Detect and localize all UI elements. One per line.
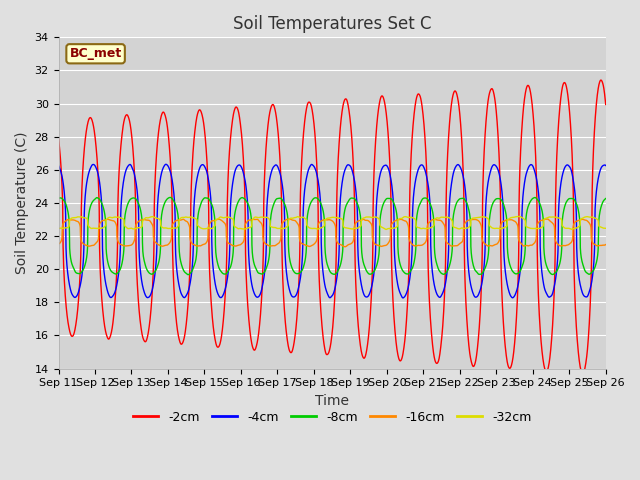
-32cm (532, 226, 540, 231)
-2cm (602, 102, 609, 108)
-16cm (117, 242, 125, 248)
-16cm (150, 234, 157, 240)
-2cm (532, 162, 540, 168)
-4cm (399, 295, 407, 301)
Line: -16cm: -16cm (58, 219, 605, 247)
-8cm (289, 266, 296, 272)
-4cm (162, 161, 170, 167)
-2cm (579, 371, 586, 377)
Line: -32cm: -32cm (58, 216, 605, 229)
-32cm (591, 216, 599, 221)
-16cm (264, 242, 272, 248)
-32cm (150, 214, 157, 220)
-32cm (54, 226, 62, 231)
-2cm (591, 117, 599, 123)
-4cm (591, 202, 599, 208)
-16cm (543, 216, 551, 222)
Line: -4cm: -4cm (58, 164, 605, 298)
-4cm (265, 184, 273, 190)
-4cm (532, 175, 540, 181)
-2cm (150, 265, 157, 271)
-16cm (54, 241, 62, 247)
-8cm (591, 264, 599, 269)
-8cm (602, 196, 609, 202)
-4cm (150, 282, 157, 288)
Line: -2cm: -2cm (58, 80, 605, 374)
-32cm (515, 214, 523, 219)
-2cm (597, 77, 605, 83)
-8cm (166, 194, 174, 200)
-8cm (184, 272, 192, 277)
-2cm (54, 136, 62, 142)
Text: BC_met: BC_met (70, 47, 122, 60)
-8cm (117, 264, 125, 270)
-16cm (532, 236, 540, 241)
-4cm (117, 206, 125, 212)
-32cm (288, 216, 296, 221)
-32cm (602, 226, 609, 231)
-16cm (341, 244, 349, 250)
-4cm (289, 294, 296, 300)
-16cm (288, 217, 296, 223)
-2cm (264, 119, 272, 125)
-16cm (591, 242, 599, 248)
-4cm (602, 163, 609, 168)
X-axis label: Time: Time (315, 394, 349, 408)
-2cm (288, 348, 296, 354)
-8cm (532, 195, 540, 201)
Legend: -2cm, -4cm, -8cm, -16cm, -32cm: -2cm, -4cm, -8cm, -16cm, -32cm (128, 406, 536, 429)
Title: Soil Temperatures Set C: Soil Temperatures Set C (233, 15, 431, 33)
-4cm (54, 163, 62, 168)
-8cm (54, 195, 62, 201)
-32cm (382, 227, 390, 232)
-8cm (265, 257, 273, 263)
-16cm (602, 242, 609, 248)
-32cm (117, 215, 125, 221)
-2cm (117, 143, 125, 148)
Line: -8cm: -8cm (58, 197, 605, 275)
-8cm (150, 270, 157, 276)
-32cm (264, 215, 272, 221)
Y-axis label: Soil Temperature (C): Soil Temperature (C) (15, 132, 29, 274)
